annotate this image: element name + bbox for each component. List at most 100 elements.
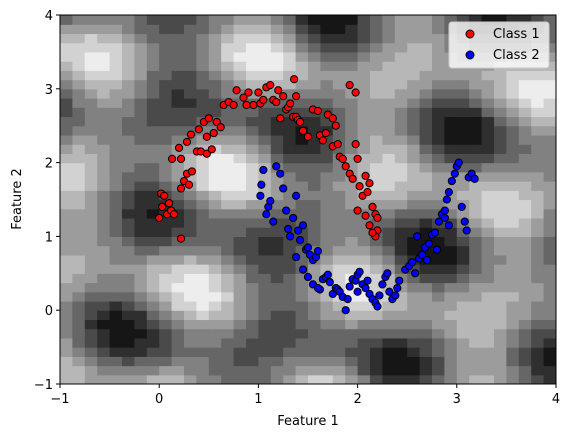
contour-cell: [506, 227, 520, 237]
contour-cell: [270, 79, 284, 90]
contour-cell: [394, 107, 408, 118]
contour-cell: [258, 33, 272, 44]
contour-cell: [320, 162, 334, 173]
contour-cell: [494, 236, 507, 247]
contour-cell: [171, 199, 185, 210]
contour-cell: [84, 236, 98, 247]
contour-cell: [283, 181, 297, 191]
contour-cell: [357, 116, 371, 127]
contour-cell: [332, 374, 346, 384]
contour-cell: [370, 24, 383, 35]
contour-cell: [84, 310, 98, 321]
contour-cell: [394, 319, 408, 330]
contour-cell: [308, 217, 321, 228]
contour-cell: [134, 51, 148, 62]
contour-cell: [171, 365, 185, 376]
contour-cell: [308, 24, 321, 35]
contour-cell: [382, 374, 396, 384]
contour-cell: [258, 125, 272, 136]
x-axis-label: Feature 1: [277, 414, 339, 429]
contour-cell: [233, 264, 247, 274]
data-point-class-1: [331, 121, 340, 130]
contour-cell: [246, 144, 259, 154]
contour-cell: [60, 144, 73, 154]
contour-cell: [370, 171, 383, 182]
contour-cell: [481, 264, 495, 274]
data-point-class-1: [279, 92, 288, 101]
contour-cell: [456, 374, 470, 384]
contour-cell: [543, 144, 556, 154]
contour-cell: [122, 153, 135, 164]
contour-cell: [444, 227, 458, 237]
contour-cell: [518, 319, 532, 330]
legend-marker-class-1: [465, 29, 475, 39]
contour-cell: [295, 374, 309, 384]
x-tick-label: −1: [50, 392, 69, 407]
contour-cell: [419, 319, 433, 330]
contour-cell: [295, 273, 309, 284]
contour-cell: [295, 181, 309, 191]
contour-cell: [208, 199, 222, 210]
contour-cell: [419, 217, 433, 228]
contour-cell: [72, 208, 86, 219]
contour-cell: [134, 162, 148, 173]
contour-cell: [233, 199, 247, 210]
contour-cell: [109, 337, 123, 348]
contour-cell: [221, 33, 235, 44]
contour-cell: [146, 125, 160, 136]
contour-cell: [394, 254, 408, 265]
contour-cell: [97, 310, 111, 321]
contour-cell: [456, 153, 470, 164]
contour-cell: [246, 328, 259, 339]
contour-cell: [432, 356, 445, 367]
legend-label-class-1: Class 1: [493, 27, 540, 42]
contour-cell: [122, 199, 135, 210]
contour-cell: [109, 347, 123, 357]
contour-cell: [60, 98, 73, 108]
contour-cell: [494, 217, 507, 228]
contour-cell: [84, 374, 98, 384]
contour-cell: [357, 134, 371, 145]
contour-cell: [283, 217, 297, 228]
contour-cell: [432, 282, 445, 293]
data-point-class-1: [209, 128, 218, 138]
contour-cell: [146, 254, 160, 265]
contour-cell: [419, 70, 433, 81]
contour-cell: [332, 70, 346, 81]
contour-cell: [60, 300, 73, 311]
data-point-class-2: [272, 162, 281, 171]
data-point-class-2: [460, 217, 469, 226]
contour-cell: [134, 134, 148, 145]
contour-cell: [196, 291, 210, 302]
contour-cell: [196, 61, 210, 71]
contour-cell: [444, 264, 458, 274]
contour-cell: [469, 337, 483, 348]
contour-cell: [270, 245, 284, 256]
contour-cell: [159, 282, 173, 293]
contour-cell: [246, 374, 259, 384]
contour-cell: [72, 42, 86, 53]
contour-cell: [531, 116, 545, 127]
contour-cell: [543, 236, 556, 247]
contour-cell: [506, 171, 520, 182]
data-point-class-1: [291, 92, 301, 101]
contour-cell: [345, 70, 359, 81]
contour-cell: [233, 254, 247, 265]
contour-cell: [394, 144, 408, 154]
contour-cell: [196, 254, 210, 265]
contour-cell: [270, 33, 284, 44]
data-point-class-2: [375, 291, 384, 300]
contour-cell: [320, 319, 334, 330]
contour-cell: [270, 144, 284, 154]
contour-cell: [345, 125, 359, 136]
contour-cell: [84, 42, 98, 53]
contour-cell: [283, 291, 297, 302]
contour-cell: [456, 347, 470, 357]
contour-cell: [60, 153, 73, 164]
contour-cell: [469, 162, 483, 173]
contour-cell: [233, 51, 247, 62]
contour-cell: [134, 273, 148, 284]
contour-cell: [531, 162, 545, 173]
contour-cell: [382, 190, 396, 201]
contour-cell: [469, 254, 483, 265]
